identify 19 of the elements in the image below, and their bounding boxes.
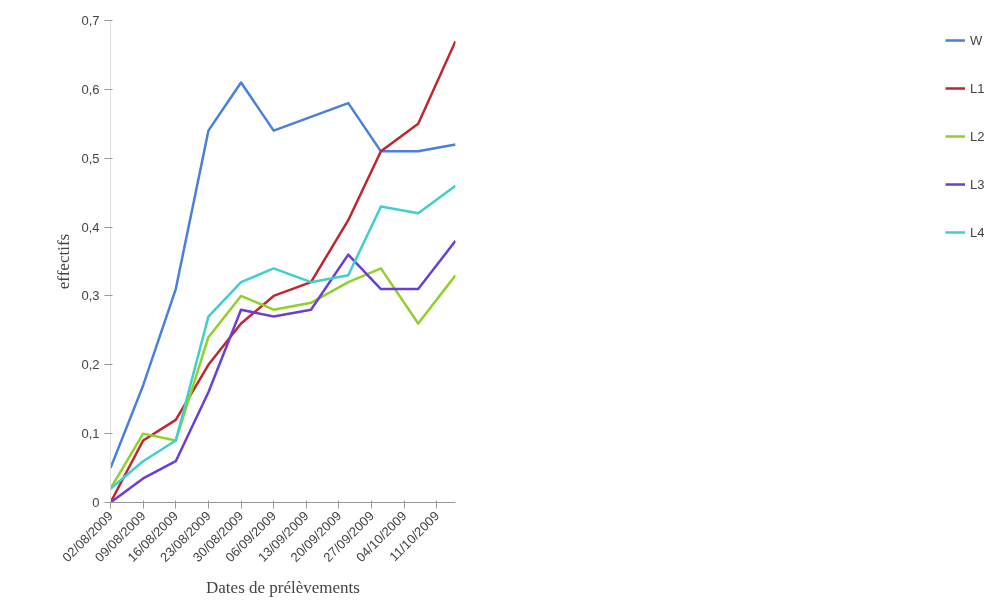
y-tick-label: 0,6 (81, 81, 100, 97)
x-axis-title: Dates de prélèvements (206, 578, 360, 598)
y-tick-label: 0,4 (81, 219, 100, 235)
y-tick-label: 0,3 (81, 288, 100, 304)
legend-label: L2 (970, 128, 986, 144)
legend-label: W (970, 32, 984, 48)
line-series (110, 81, 456, 470)
y-tick-label: 0,1 (81, 426, 100, 442)
line-series (110, 39, 456, 503)
y-tick-label: 0,7 (81, 13, 100, 28)
y-axis-title: effectifs (54, 233, 74, 290)
y-tick-label: 0,2 (81, 357, 100, 373)
legend-label: L1 (970, 80, 986, 96)
y-tick-label: 0,5 (81, 150, 100, 166)
line-series (110, 239, 456, 503)
legend-label: L4 (970, 224, 986, 240)
legend-label: L3 (970, 176, 986, 192)
line-series (110, 184, 456, 490)
y-tick-label: 0 (92, 495, 100, 510)
